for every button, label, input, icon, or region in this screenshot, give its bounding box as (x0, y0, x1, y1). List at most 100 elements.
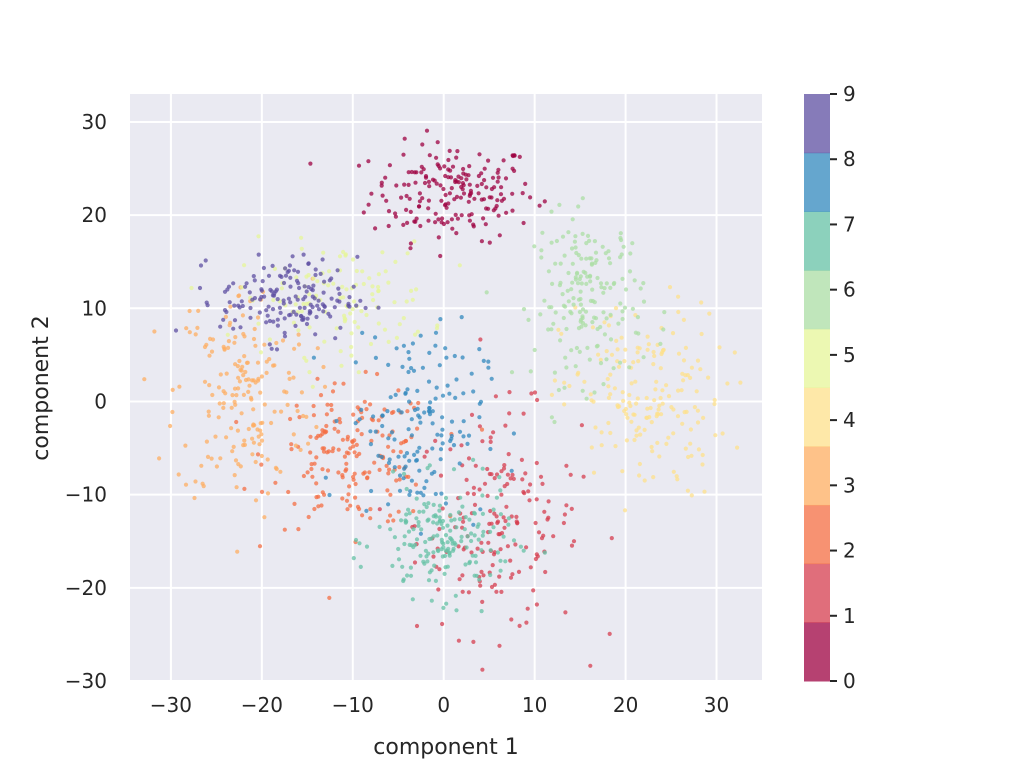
data-point-digit-5 (376, 289, 381, 294)
data-point-digit-5 (299, 235, 304, 240)
data-point-digit-1 (494, 589, 499, 594)
data-point-digit-0 (523, 181, 528, 186)
data-point-digit-4 (608, 392, 613, 397)
data-point-digit-3 (187, 330, 192, 335)
data-point-digit-1 (510, 472, 515, 477)
data-point-digit-3 (259, 374, 264, 379)
data-point-digit-0 (486, 158, 491, 163)
data-point-digit-0 (387, 163, 392, 168)
data-point-digit-9 (259, 288, 264, 293)
data-point-digit-8 (357, 417, 362, 422)
data-point-digit-7 (444, 601, 449, 606)
data-point-digit-2 (314, 455, 319, 460)
data-point-digit-6 (570, 261, 575, 266)
data-point-digit-8 (380, 413, 385, 418)
data-point-digit-6 (602, 286, 607, 291)
data-point-digit-5 (409, 288, 414, 293)
data-point-digit-8 (448, 438, 453, 444)
data-point-digit-8 (414, 458, 419, 463)
data-point-digit-4 (589, 398, 594, 403)
data-point-digit-0 (467, 164, 472, 169)
data-point-digit-7 (472, 511, 477, 516)
data-point-digit-5 (397, 322, 402, 327)
data-point-digit-1 (486, 540, 491, 545)
data-point-digit-1 (507, 390, 512, 395)
data-point-digit-4 (695, 408, 701, 413)
data-point-digit-8 (401, 476, 406, 481)
data-point-digit-1 (497, 532, 502, 537)
data-point-digit-8 (461, 434, 466, 439)
data-point-digit-2 (340, 473, 345, 478)
data-point-digit-2 (296, 527, 301, 532)
data-point-digit-8 (385, 409, 390, 414)
data-point-digit-7 (408, 573, 414, 578)
data-point-digit-7 (454, 608, 459, 613)
data-point-digit-0 (495, 198, 500, 203)
data-point-digit-2 (362, 399, 367, 404)
data-point-digit-8 (424, 479, 429, 484)
data-point-digit-1 (569, 543, 575, 548)
data-point-digit-9 (304, 321, 310, 327)
data-point-digit-0 (441, 221, 446, 227)
data-point-digit-5 (321, 250, 326, 255)
data-point-digit-2 (365, 476, 370, 481)
y-tick-label: 30 (82, 110, 107, 134)
data-point-digit-9 (338, 325, 343, 330)
data-point-digit-9 (314, 314, 319, 320)
data-point-digit-1 (469, 550, 474, 555)
data-point-digit-1 (564, 463, 569, 468)
data-point-digit-8 (406, 427, 411, 432)
data-point-digit-7 (401, 471, 407, 476)
data-point-digit-9 (310, 305, 315, 310)
data-point-digit-8 (402, 454, 407, 459)
data-point-digit-9 (329, 276, 334, 281)
data-point-digit-7 (429, 598, 434, 603)
data-point-digit-7 (488, 572, 493, 578)
data-point-digit-1 (495, 520, 500, 526)
data-point-digit-9 (239, 299, 244, 304)
data-point-digit-3 (210, 337, 216, 342)
data-point-digit-1 (424, 449, 429, 454)
data-point-digit-9 (261, 265, 266, 271)
colorbar-segment-0 (804, 622, 830, 682)
data-point-digit-6 (546, 327, 551, 332)
data-point-digit-7 (470, 553, 475, 558)
colorbar-segment-4 (804, 387, 830, 447)
data-point-digit-0 (475, 183, 480, 188)
data-point-digit-4 (659, 412, 664, 417)
y-tick-labels: −30 −20 −10 0 10 20 30 (65, 110, 107, 693)
data-point-digit-3 (272, 409, 277, 414)
data-point-digit-1 (564, 503, 569, 508)
data-point-digit-2 (376, 418, 381, 423)
data-point-digit-0 (458, 195, 463, 200)
data-point-digit-2 (301, 473, 306, 479)
data-point-digit-8 (477, 415, 482, 420)
x-tick-label: 10 (522, 693, 547, 717)
data-point-digit-6 (592, 315, 597, 320)
data-point-digit-8 (443, 501, 448, 506)
data-point-digit-6 (595, 275, 600, 281)
data-point-digit-0 (435, 140, 440, 145)
data-point-digit-8 (439, 433, 444, 438)
data-point-digit-7 (469, 531, 474, 536)
data-point-digit-2 (324, 423, 329, 429)
data-point-digit-6 (587, 357, 592, 362)
data-point-digit-3 (304, 414, 309, 419)
data-point-digit-1 (422, 454, 427, 459)
data-point-digit-9 (305, 316, 310, 321)
data-point-digit-9 (252, 278, 257, 283)
data-point-digit-2 (348, 503, 353, 508)
data-point-digit-9 (275, 297, 280, 302)
y-tick-label: 0 (94, 389, 107, 413)
data-point-digit-3 (237, 358, 242, 364)
data-point-digit-7 (353, 537, 359, 543)
data-point-digit-2 (289, 447, 294, 452)
data-point-digit-6 (608, 285, 613, 290)
data-point-digit-5 (370, 284, 375, 289)
data-point-digit-8 (389, 430, 394, 435)
data-point-digit-7 (399, 518, 404, 523)
data-point-digit-7 (488, 548, 493, 553)
data-point-digit-0 (456, 180, 461, 185)
data-point-digit-1 (499, 589, 504, 595)
